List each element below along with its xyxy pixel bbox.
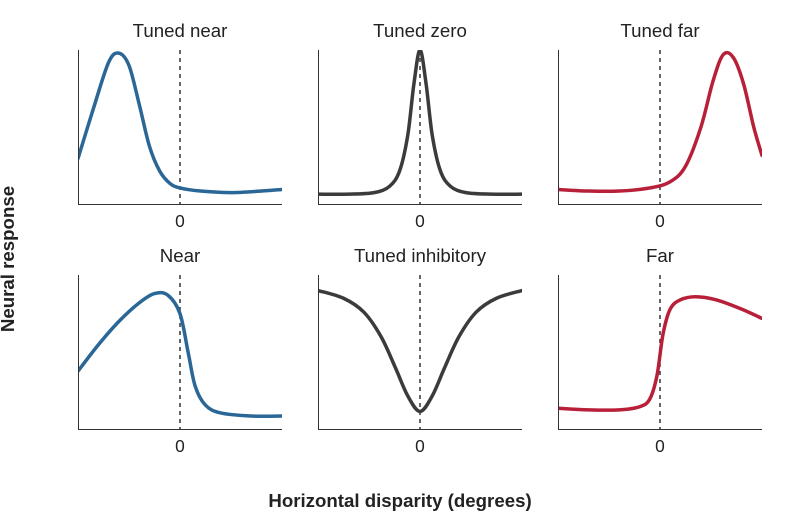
figure-root: Neural response Horizontal disparity (de… (0, 0, 800, 518)
xtick-label-zero: 0 (655, 211, 665, 232)
panel-title: Tuned near (133, 20, 228, 42)
plot-near (78, 275, 282, 430)
panel-far: Far 0 (540, 245, 780, 470)
xtick-label-zero: 0 (175, 436, 185, 457)
plot-tuned-near (78, 50, 282, 205)
panel-tuned-far: Tuned far 0 (540, 20, 780, 245)
panel-title: Far (646, 245, 674, 267)
panel-near: Near 0 (60, 245, 300, 470)
panel-title: Tuned zero (373, 20, 467, 42)
panel-grid: Tuned near0Tuned zero0Tuned far0Near0Tun… (60, 20, 780, 470)
plot-tuned-zero (318, 50, 522, 205)
xtick-label-zero: 0 (655, 436, 665, 457)
response-curve (558, 297, 762, 410)
plot-far (558, 275, 762, 430)
panel-tuned-inhibitory: Tuned inhibitory 0 (300, 245, 540, 470)
xtick-label-zero: 0 (415, 436, 425, 457)
xtick-label-zero: 0 (415, 211, 425, 232)
panel-tuned-near: Tuned near 0 (60, 20, 300, 245)
xtick-label-zero: 0 (175, 211, 185, 232)
panel-tuned-zero: Tuned zero 0 (300, 20, 540, 245)
plot-tuned-far (558, 50, 762, 205)
panel-title: Tuned far (620, 20, 699, 42)
y-axis-label: Neural response (0, 186, 19, 332)
x-axis-label: Horizontal disparity (degrees) (268, 490, 531, 512)
panel-title: Tuned inhibitory (354, 245, 486, 267)
panel-title: Near (160, 245, 200, 267)
plot-tuned-inhibitory (318, 275, 522, 430)
